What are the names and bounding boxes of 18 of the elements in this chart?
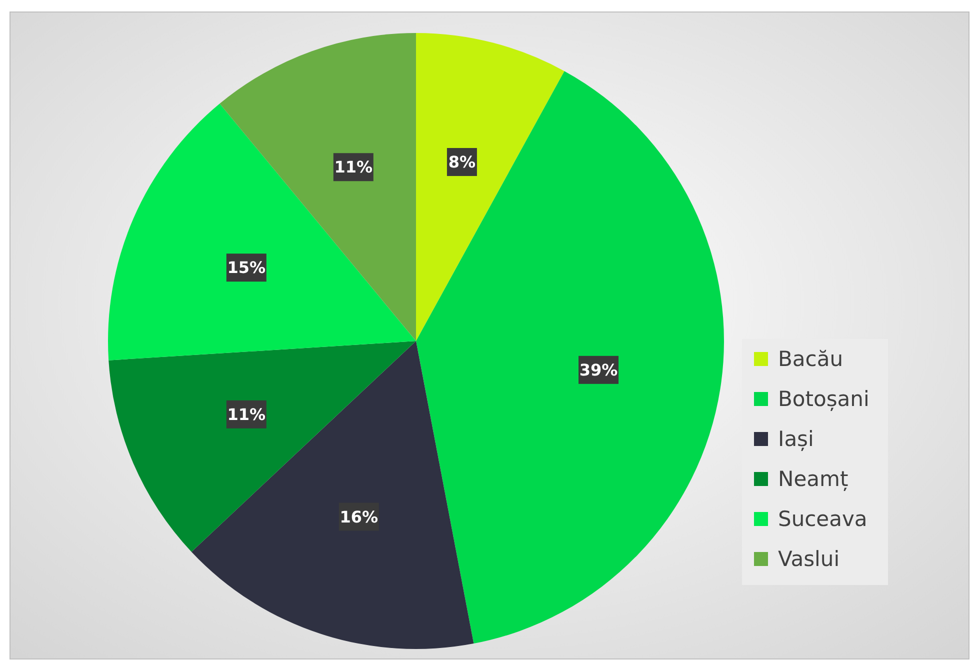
pie-slice xyxy=(416,33,564,341)
legend-label: Botoșani xyxy=(778,387,870,412)
pie-slice xyxy=(220,33,416,341)
legend-label: Neamț xyxy=(778,467,848,492)
pie-slice xyxy=(108,104,416,360)
pie-slice xyxy=(108,341,416,552)
data-label: 8% xyxy=(448,152,476,172)
legend-label: Bacău xyxy=(778,347,843,371)
data-label: 15% xyxy=(227,258,266,278)
pie-slice xyxy=(191,341,474,648)
legend-label: Vaslui xyxy=(778,547,840,571)
pie-slice xyxy=(416,71,724,644)
data-label: 11% xyxy=(227,404,266,424)
data-label: 39% xyxy=(579,360,618,380)
legend-label: Suceava xyxy=(778,507,868,531)
legend-label: Iași xyxy=(778,427,814,452)
data-label: 16% xyxy=(340,507,378,526)
data-label: 11% xyxy=(334,158,373,177)
